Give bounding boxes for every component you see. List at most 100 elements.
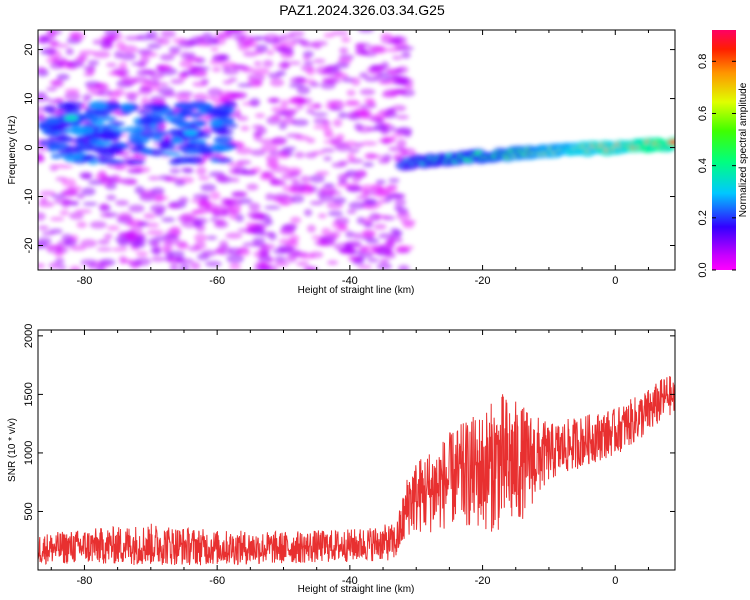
heatmap-blob bbox=[214, 248, 226, 254]
heatmap-blob bbox=[192, 93, 209, 102]
heatmap-blob bbox=[179, 59, 193, 68]
heatmap-blob bbox=[270, 115, 281, 120]
spec-ytick-label: 10 bbox=[23, 92, 35, 104]
heatmap-blob bbox=[207, 95, 218, 101]
heatmap-blob bbox=[246, 183, 259, 191]
heatmap-blob bbox=[115, 199, 130, 206]
colorbar-tick-label: 0.8 bbox=[697, 54, 709, 69]
heatmap-blob bbox=[306, 137, 316, 144]
heatmap-blob bbox=[92, 50, 111, 59]
heatmap-blob bbox=[354, 49, 370, 56]
spectrogram-panel: -80 -60 -40 -20 0 -20 -10 0 10 20 Height of strai… bbox=[7, 29, 676, 296]
heatmap-blob bbox=[253, 60, 262, 67]
heatmap-blob bbox=[290, 216, 302, 224]
heatmap-blob bbox=[216, 109, 232, 118]
heatmap-blob bbox=[253, 67, 270, 76]
heatmap-blob bbox=[313, 43, 322, 50]
heatmap-blob bbox=[158, 174, 171, 181]
heatmap-blob bbox=[69, 245, 87, 251]
heatmap-blob bbox=[265, 193, 275, 201]
heatmap-blob bbox=[63, 101, 84, 108]
heatmap-blob bbox=[216, 175, 233, 184]
heatmap-blob bbox=[314, 239, 329, 246]
heatmap-blob bbox=[163, 240, 174, 248]
heatmap-blob bbox=[121, 78, 138, 86]
heatmap-blob bbox=[78, 50, 96, 56]
heatmap-blob bbox=[158, 86, 175, 96]
heatmap-blob bbox=[306, 104, 322, 109]
colorbar-tick-label: 0.0 bbox=[697, 262, 709, 277]
heatmap-blob bbox=[65, 47, 74, 56]
heatmap-blob bbox=[174, 179, 186, 187]
heatmap-blob bbox=[238, 198, 253, 205]
snr-xtick-label: -60 bbox=[209, 575, 225, 587]
heatmap-blob bbox=[348, 201, 366, 210]
heatmap-blob bbox=[288, 61, 302, 66]
heatmap-blob bbox=[189, 112, 202, 119]
heatmap-blob bbox=[390, 228, 400, 234]
heatmap-blob bbox=[388, 178, 400, 183]
colorbar-tick-label: 0.2 bbox=[697, 210, 709, 225]
heatmap-blob bbox=[323, 132, 335, 139]
heatmap-blob bbox=[247, 73, 265, 83]
heatmap-blob bbox=[248, 202, 261, 211]
heatmap-blob bbox=[156, 104, 170, 110]
heatmap-blob bbox=[190, 198, 208, 204]
heatmap-blob bbox=[267, 264, 278, 270]
heatmap-blob bbox=[169, 225, 181, 235]
heatmap-blob bbox=[306, 108, 315, 114]
heatmap-blob bbox=[357, 171, 367, 177]
heatmap-blob bbox=[95, 263, 106, 270]
heatmap-blob bbox=[127, 168, 143, 174]
heatmap-blob bbox=[235, 146, 253, 155]
heatmap-blob bbox=[74, 143, 94, 152]
heatmap-blob bbox=[48, 262, 59, 269]
heatmap-blob bbox=[346, 185, 363, 193]
heatmap-blob bbox=[362, 162, 374, 168]
heatmap-blob bbox=[40, 47, 57, 56]
heatmap-blob bbox=[285, 113, 294, 119]
heatmap-blob bbox=[209, 217, 218, 222]
heatmap-blob bbox=[135, 251, 149, 257]
heatmap-blob bbox=[341, 36, 351, 43]
heatmap-blob bbox=[124, 126, 144, 133]
heatmap-blob bbox=[373, 214, 389, 219]
heatmap-blob bbox=[334, 216, 350, 226]
heatmap-blob bbox=[266, 50, 275, 56]
heatmap-blob bbox=[118, 255, 128, 264]
heatmap-blob bbox=[83, 71, 94, 77]
heatmap-blob bbox=[330, 230, 341, 238]
heatmap-blob bbox=[193, 241, 207, 250]
heatmap-blob bbox=[124, 35, 143, 41]
heatmap-blob bbox=[82, 93, 93, 102]
heatmap-blob bbox=[50, 153, 63, 160]
heatmap-blobs bbox=[38, 30, 675, 270]
snr-xtick-label: -40 bbox=[342, 575, 358, 587]
heatmap-blob bbox=[202, 154, 213, 161]
heatmap-blob bbox=[337, 111, 349, 119]
heatmap-blob bbox=[176, 121, 192, 129]
heatmap-blob bbox=[268, 72, 281, 79]
heatmap-blob bbox=[281, 40, 296, 49]
heatmap-blob bbox=[361, 141, 378, 146]
heatmap-blob bbox=[192, 81, 208, 88]
heatmap-blob bbox=[358, 252, 374, 258]
heatmap-blob bbox=[259, 261, 269, 269]
heatmap-blob bbox=[376, 263, 393, 270]
heatmap-blob bbox=[189, 65, 199, 75]
heatmap-blob bbox=[54, 257, 65, 265]
heatmap-blob bbox=[285, 167, 303, 176]
heatmap-blob bbox=[105, 62, 117, 68]
heatmap-blob bbox=[195, 120, 206, 127]
heatmap-blob bbox=[264, 39, 281, 44]
heatmap-blob bbox=[392, 80, 409, 86]
heatmap-blob bbox=[100, 179, 114, 186]
heatmap-blob bbox=[182, 168, 194, 174]
heatmap-blob bbox=[50, 194, 67, 199]
heatmap-blob bbox=[252, 213, 266, 220]
heatmap-blob bbox=[282, 185, 299, 193]
heatmap-blob bbox=[147, 176, 161, 181]
heatmap-blob bbox=[206, 235, 218, 240]
heatmap-blob bbox=[288, 83, 305, 88]
heatmap-blob bbox=[189, 100, 207, 109]
